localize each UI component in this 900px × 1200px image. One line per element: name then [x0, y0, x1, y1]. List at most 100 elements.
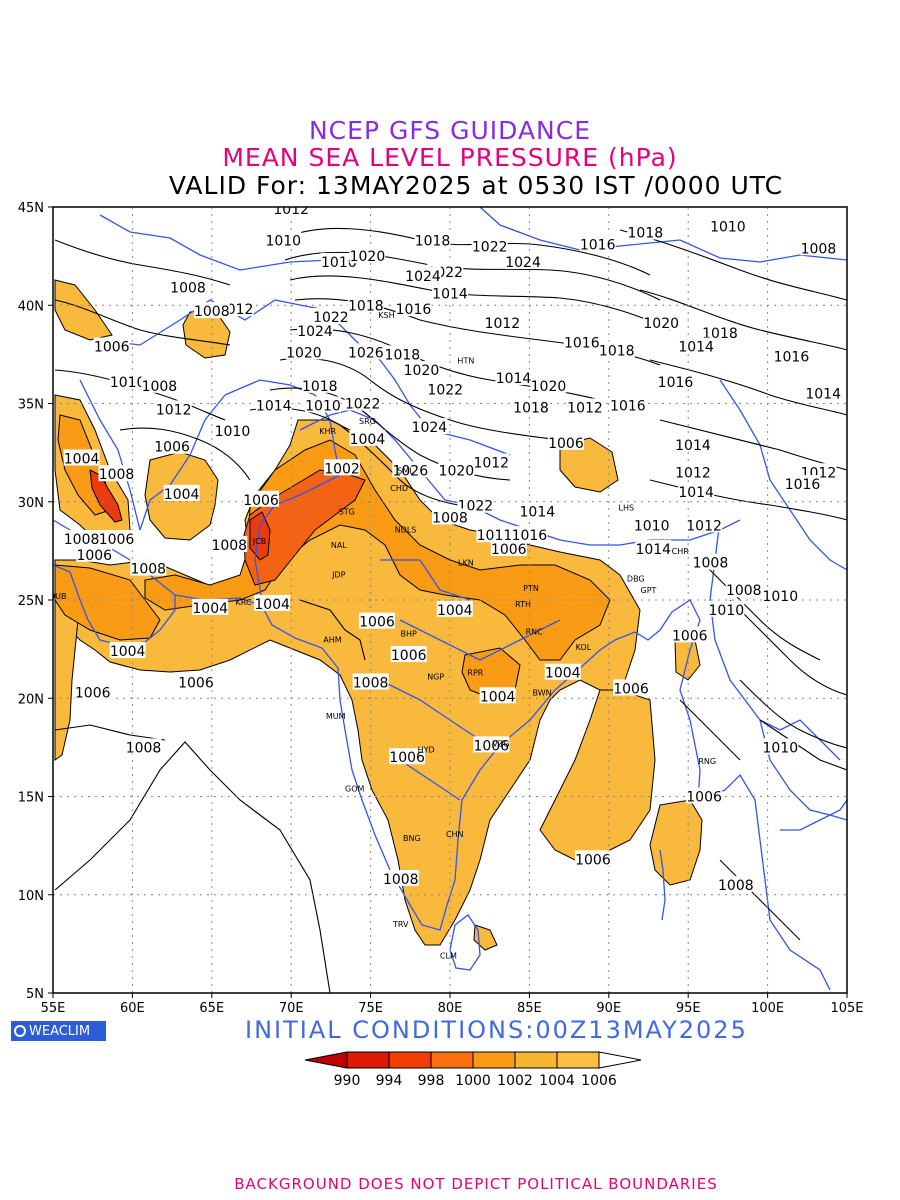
contour-label: 1010 — [305, 398, 341, 414]
lat-tick-label: 15N — [18, 791, 44, 806]
city-labels: HTN KSH SRG KHR SML CHD STG NAL JCB NDLS JDP LKN PTN… — [49, 311, 716, 961]
isobar-1008-south — [54, 724, 166, 741]
isobar-ring-6 — [279, 357, 561, 441]
contour-label-bg — [495, 368, 532, 385]
isobar-1008-bay — [679, 699, 741, 761]
contour-label: 1020 — [439, 463, 475, 479]
contour-label-bg — [708, 600, 745, 617]
contour-label-bg — [405, 266, 442, 283]
contour-label-bg — [125, 738, 162, 755]
contour-label-bg — [163, 484, 200, 501]
contour-label: 1004 — [192, 601, 228, 617]
contour-label: 1006 — [75, 685, 111, 701]
contour-label-bg — [519, 502, 556, 519]
contour-label-bg — [312, 308, 349, 325]
city-code: NGP — [427, 673, 444, 682]
contour-label: 1008 — [130, 562, 166, 578]
contour-label: 1018 — [415, 233, 451, 249]
city-code: DUB — [49, 592, 67, 601]
contour-label: 1004 — [480, 689, 516, 705]
colorbar-segment — [514, 1051, 558, 1069]
isobar-1008-east — [719, 859, 801, 941]
contour-label: 1012 — [485, 316, 521, 332]
contour-label-bg — [566, 398, 603, 415]
contour-label-bg — [511, 526, 548, 543]
contour-label: 1008 — [432, 510, 468, 526]
shade-band-1002-1004-west — [54, 564, 161, 641]
lat-tick-label: 5N — [26, 987, 44, 1002]
contour-label-bg — [130, 559, 167, 576]
contour-label-bg — [598, 341, 635, 358]
contour-label: 1006 — [154, 440, 190, 456]
contour-label-bg — [438, 461, 475, 478]
colorbar-label: 994 — [376, 1073, 403, 1089]
china-river — [719, 379, 847, 571]
city-code: CHD — [390, 484, 408, 493]
city-code: TRV — [392, 920, 409, 929]
contour-label-bg — [155, 400, 192, 417]
contour-label-bg — [76, 545, 113, 562]
contour-label-bg — [109, 642, 146, 659]
contour-label-bg — [384, 345, 421, 362]
contour-label-bg — [243, 490, 280, 507]
city-code: JDP — [331, 570, 346, 579]
contour-label: 1012 — [156, 402, 192, 418]
city-code: LKN — [458, 559, 474, 568]
city-code: SRG — [359, 417, 376, 426]
contour-label-bg — [574, 850, 611, 867]
contour-label: 1010 — [710, 220, 746, 236]
contour-label: 1010 — [634, 518, 670, 534]
contour-label-bg — [709, 217, 746, 234]
contour-label-bg — [505, 253, 542, 270]
contour-label-bg — [473, 736, 510, 753]
contour-label: 1012 — [567, 400, 603, 416]
contour-label: 1008 — [383, 872, 419, 888]
lat-tick-label: 10N — [18, 889, 44, 904]
lat-tick-label: 35N — [18, 398, 44, 413]
contour-label-bg — [476, 526, 513, 543]
city-code: SML — [397, 466, 414, 475]
city-code: BNG — [403, 834, 421, 843]
contour-label: 1018 — [348, 298, 384, 314]
contour-label: 1006 — [243, 493, 279, 509]
colorbar: 990 994 998 1000 1002 1004 1006 — [304, 1051, 642, 1089]
isobar-nw-1 — [54, 239, 231, 286]
indo-pak-boundary — [254, 419, 341, 601]
contour-label-bg — [563, 333, 600, 350]
isobar-ring-3 — [289, 275, 671, 331]
contour-label: 1016 — [785, 477, 821, 493]
contour-label-bg — [643, 313, 680, 330]
contour-label: 1014 — [805, 387, 841, 403]
contour-label-bg — [301, 376, 338, 393]
city-code: MUM — [326, 712, 346, 721]
contour-label-bg — [154, 437, 191, 454]
contour-label-bg — [544, 663, 581, 680]
myanmar-boundary — [709, 519, 841, 761]
contour-label-bg — [800, 239, 837, 256]
contour-label-bg — [382, 870, 419, 887]
lon-tick-label: 100E — [751, 1001, 784, 1016]
city-code: DBG — [627, 574, 645, 583]
contour-label-bg — [686, 787, 723, 804]
city-code: NAL — [331, 541, 347, 550]
title-field: MEAN SEA LEVEL PRESSURE (hPa) — [222, 143, 678, 172]
contour-label: 1024 — [505, 255, 541, 271]
contour-label: 1014 — [678, 340, 714, 356]
contour-label-bg — [762, 738, 799, 755]
footer-disclaimer: BACKGROUND DOES NOT DEPICT POLITICAL BOU… — [234, 1175, 718, 1193]
contour-label: 1008 — [126, 740, 162, 756]
colorbar-segment — [556, 1051, 600, 1069]
contour-label: 1014 — [675, 438, 711, 454]
city-code: PTN — [523, 584, 539, 593]
isobar-1010-se — [739, 679, 847, 749]
shade-tibet-patch — [559, 437, 619, 493]
isobar-nw-4 — [119, 427, 251, 481]
contour-label: 1020 — [350, 249, 386, 265]
shade-band-998-1000 — [249, 511, 271, 561]
city-code: RPR — [467, 669, 483, 678]
initial-conditions: INITIAL CONDITIONS:00Z13MAY2025 — [245, 1016, 748, 1044]
contour-label: 1006 — [548, 436, 584, 452]
contour-label: 1008 — [64, 532, 100, 548]
contour-label: 1004 — [164, 487, 200, 503]
contour-label-bg — [411, 418, 448, 435]
